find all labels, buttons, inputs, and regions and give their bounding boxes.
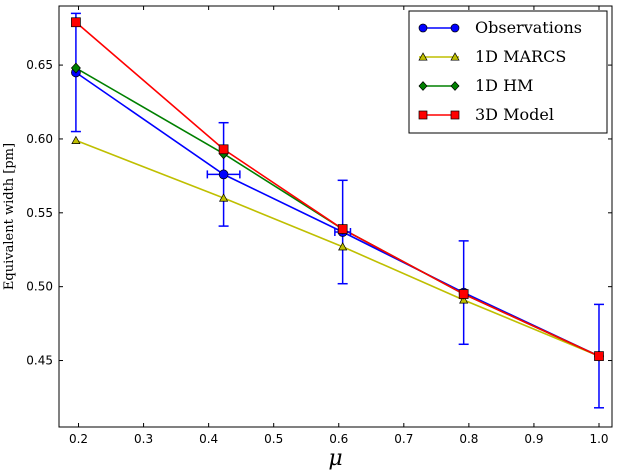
y-tick-label-0: 0.45 xyxy=(26,354,53,368)
point-2-0 xyxy=(70,62,81,74)
y-tick-label-2: 0.55 xyxy=(26,206,53,220)
point-3-1 xyxy=(218,144,229,155)
legend-label-0: Observations xyxy=(475,18,582,37)
x-tick-label-1: 0.3 xyxy=(134,432,153,446)
point-1-0 xyxy=(71,135,81,144)
y-tick-label-3: 0.60 xyxy=(26,132,53,146)
point-3-4 xyxy=(594,351,604,361)
series-line-1 xyxy=(75,139,600,357)
x-tick-label-0: 0.2 xyxy=(69,432,88,446)
legend-marker-right-2 xyxy=(450,81,460,91)
legend: Observations 1D MARCS 1D HM 3D Model xyxy=(408,10,608,134)
plot-frame xyxy=(58,5,613,428)
legend-label-1: 1D MARCS xyxy=(475,47,566,66)
point-3-3 xyxy=(458,289,469,299)
legend-marker-left-2 xyxy=(418,81,428,91)
y-tick-label-1: 0.50 xyxy=(26,280,53,294)
legend-box xyxy=(408,10,608,134)
x-axis-label: μ xyxy=(328,446,342,471)
legend-marker-right-3 xyxy=(450,110,460,120)
legend-marker-right-0 xyxy=(450,23,460,33)
x-tick-label-7: 0.9 xyxy=(524,432,543,446)
point-1-2 xyxy=(338,242,348,251)
axes: 0.2 0.3 0.4 0.5 0.6 0.7 0.8 0.9 1.0 0.45 0.50 0.55 0… xyxy=(26,5,613,446)
legend-marker-left-1 xyxy=(418,52,428,61)
point-3-2 xyxy=(337,224,348,234)
x-tick-label-5: 0.7 xyxy=(394,432,413,446)
x-tick-label-2: 0.4 xyxy=(199,432,218,446)
y-tick-label-4: 0.65 xyxy=(26,58,53,72)
legend-label-2: 1D HM xyxy=(475,76,533,95)
x-tick-label-3: 0.5 xyxy=(264,432,283,446)
point-3-0 xyxy=(71,17,81,28)
plot-area xyxy=(70,12,604,409)
x-tick-label-4: 0.6 xyxy=(329,432,348,446)
legend-marker-left-3 xyxy=(418,110,428,120)
point-0-1 xyxy=(218,169,229,180)
point-1-3 xyxy=(459,295,469,304)
legend-label-3: 3D Model xyxy=(475,105,554,124)
legend-marker-left-0 xyxy=(418,23,428,33)
y-axis-label: Equivalent width [pm] xyxy=(2,143,17,290)
x-tick-label-6: 0.8 xyxy=(459,432,478,446)
legend-marker-right-1 xyxy=(450,52,460,61)
x-tick-label-8: 1.0 xyxy=(589,432,608,446)
point-1-1 xyxy=(219,193,229,202)
